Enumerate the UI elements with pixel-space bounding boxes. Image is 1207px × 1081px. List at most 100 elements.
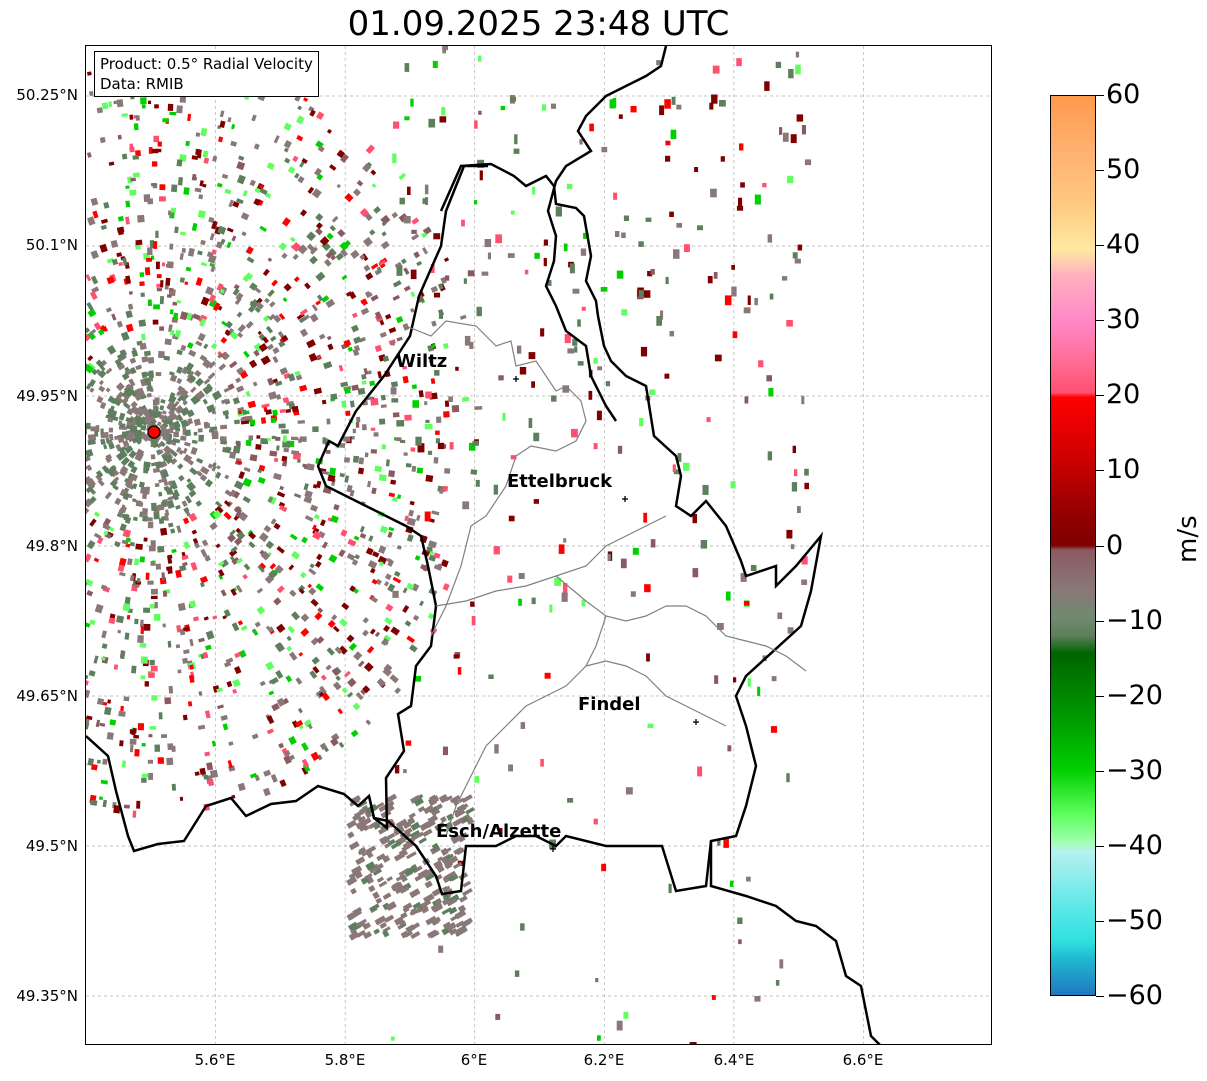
echo-cell: [796, 114, 804, 122]
radar-site-marker[interactable]: [147, 425, 161, 439]
echo-cell: [380, 394, 386, 401]
echo-cell: [374, 631, 381, 638]
echo-cell: [150, 561, 156, 566]
echo-cell: [771, 676, 777, 682]
echo-cell: [396, 494, 402, 500]
colorbar-tick: [1096, 920, 1104, 922]
echo-cell: [224, 474, 230, 480]
colorbar-tick: [1096, 395, 1104, 397]
echo-cell: [431, 510, 440, 516]
echo-cell: [329, 225, 336, 232]
echo-cell: [188, 375, 197, 383]
echo-cell: [424, 423, 433, 430]
echo-cell: [638, 290, 646, 298]
echo-cell: [108, 101, 113, 108]
echo-cell: [332, 625, 340, 633]
echo-cell: [188, 349, 197, 357]
echo-cell: [166, 294, 172, 298]
echo-cell: [786, 320, 793, 327]
echo-cell: [370, 427, 376, 431]
echo-cell: [86, 578, 94, 587]
echo-cell: [392, 412, 400, 418]
echo-cell: [215, 241, 224, 249]
echo-cell: [413, 251, 421, 259]
echo-cell: [319, 685, 327, 695]
echo-cell: [276, 697, 286, 707]
echo-cell: [262, 315, 270, 323]
echo-cell: [390, 840, 402, 850]
echo-cell: [315, 222, 323, 230]
echo-cell: [457, 925, 468, 935]
echo-cell: [86, 152, 92, 158]
echo-cell: [231, 123, 236, 130]
echo-cell: [109, 465, 117, 473]
echo-cell: [615, 231, 620, 237]
echo-cell: [378, 561, 384, 567]
echo-cell: [118, 412, 126, 421]
echo-cell: [410, 307, 415, 313]
echo-cell: [164, 338, 172, 346]
echo-cell: [134, 451, 144, 462]
echo-cell: [208, 294, 217, 304]
echo-cell: [378, 545, 387, 554]
echo-cell: [87, 433, 97, 442]
echo-cell: [273, 472, 282, 481]
echo-cell: [326, 418, 331, 425]
radar-map[interactable]: [85, 45, 992, 1045]
echo-cell: [711, 995, 716, 1000]
echo-cell: [767, 234, 773, 243]
echo-cell: [170, 528, 176, 534]
echo-cell: [154, 602, 158, 609]
echo-cell: [285, 675, 293, 683]
echo-cell: [278, 742, 285, 749]
echo-cell: [596, 410, 602, 421]
echo-cell: [220, 559, 229, 568]
echo-cell: [593, 818, 598, 825]
echo-cell: [738, 197, 743, 207]
echo-cell: [379, 525, 389, 534]
radar-site-dot[interactable]: [147, 425, 161, 439]
echo-cell: [180, 419, 189, 428]
echo-cell: [365, 719, 372, 726]
echo-cell: [140, 675, 146, 680]
echo-cell: [132, 810, 137, 818]
regional-borders: [405, 320, 807, 837]
echo-cell: [217, 569, 225, 577]
echo-cell: [117, 215, 124, 222]
echo-cell: [286, 635, 292, 642]
echo-cell: [413, 797, 424, 807]
echo-cell: [746, 876, 751, 882]
echo-cell: [171, 184, 178, 193]
echo-cell: [364, 452, 369, 458]
echo-cell: [236, 385, 245, 393]
echo-cell: [370, 596, 379, 604]
echo-cell: [179, 253, 184, 261]
echo-cell: [154, 397, 160, 405]
echo-cell: [353, 535, 360, 541]
echo-cell: [794, 258, 801, 264]
echo-cell: [366, 480, 372, 488]
echo-cell: [243, 563, 251, 571]
echo-cell: [363, 367, 369, 375]
echo-cell: [211, 740, 217, 747]
echo-cell: [344, 193, 354, 203]
echo-cell: [656, 60, 661, 66]
echo-cell: [316, 111, 325, 120]
echo-cell: [179, 95, 187, 103]
echo-cell: [129, 738, 137, 745]
echo-cell: [410, 931, 421, 940]
echo-cell: [140, 626, 145, 635]
echo-cell: [313, 387, 323, 395]
echo-cell: [272, 356, 279, 364]
echo-cell: [98, 796, 103, 801]
echo-cell: [455, 920, 465, 928]
echo-cell: [411, 233, 420, 241]
echo-cell: [433, 457, 439, 464]
echo-cell: [175, 416, 180, 421]
echo-cell: [204, 751, 211, 757]
echo-cell: [356, 416, 361, 423]
echo-cell: [647, 271, 653, 277]
echo-cell: [303, 97, 309, 102]
echo-cell: [192, 537, 199, 544]
echo-cell: [403, 267, 410, 275]
